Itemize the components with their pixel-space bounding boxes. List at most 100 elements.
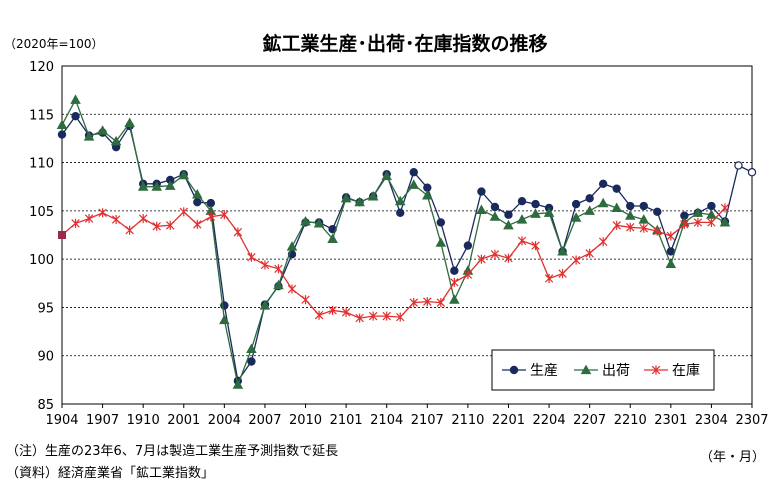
- data-point: [450, 277, 459, 287]
- data-point: [585, 194, 594, 203]
- data-point: [408, 179, 420, 189]
- data-point: [423, 297, 432, 307]
- series-layer: [56, 94, 757, 389]
- data-point: [571, 199, 581, 209]
- data-point: [666, 231, 676, 241]
- data-point: [274, 264, 283, 274]
- data-point: [490, 202, 500, 212]
- data-point: [450, 266, 459, 275]
- y-tick-label: 100: [29, 253, 54, 268]
- x-unit-label: （年・月）: [700, 450, 766, 465]
- x-tick-label: 2210: [614, 413, 647, 428]
- data-point: [327, 233, 338, 243]
- series-line: [61, 115, 726, 383]
- x-tick-label: 2004: [208, 413, 241, 428]
- x-tick-label: 1910: [127, 413, 160, 428]
- data-point: [531, 241, 540, 251]
- data-point: [570, 212, 582, 222]
- data-point: [490, 249, 500, 259]
- legend: 生産 出荷 在庫: [491, 349, 715, 391]
- data-point: [71, 112, 80, 121]
- data-point: [260, 260, 270, 270]
- data-point: [477, 254, 486, 264]
- data-point: [111, 214, 121, 225]
- data-point: [503, 219, 514, 230]
- data-point: [530, 208, 541, 218]
- data-point: [396, 312, 405, 322]
- x-tick-label: 2001: [167, 413, 200, 428]
- legend-label: 出荷: [602, 363, 630, 379]
- data-point: [219, 314, 230, 325]
- data-point: [612, 184, 621, 193]
- y-tick-label: 110: [29, 157, 54, 172]
- data-point: [707, 201, 716, 211]
- data-point: [354, 196, 365, 207]
- data-point: [193, 197, 202, 207]
- data-point: [179, 207, 188, 217]
- x-tick-label: 2110: [451, 413, 484, 428]
- y-tick-label: 120: [29, 60, 54, 75]
- data-point: [435, 237, 447, 247]
- data-point: [543, 207, 555, 217]
- x-tick-label: 2201: [492, 413, 525, 428]
- source-note: （資料）経済産業省「鉱工業指数」: [6, 466, 215, 481]
- series-line: [61, 207, 726, 319]
- x-tick-label: 2204: [533, 413, 566, 428]
- data-point: [301, 295, 310, 305]
- x-tick-label: 2101: [330, 413, 363, 428]
- data-point: [531, 199, 540, 209]
- data-point: [396, 208, 405, 217]
- y-tick-label: 115: [29, 108, 54, 123]
- data-point: [341, 307, 351, 317]
- x-tick-label: 2007: [248, 413, 281, 428]
- data-point: [626, 201, 635, 211]
- data-point: [232, 379, 244, 389]
- data-point: [666, 247, 676, 256]
- data-point: [409, 298, 418, 308]
- data-point: [653, 226, 662, 236]
- data-point: [463, 241, 473, 250]
- y-tick-label: 105: [29, 205, 54, 220]
- data-point: [367, 190, 379, 201]
- data-point: [719, 217, 731, 227]
- data-point: [124, 117, 135, 128]
- data-point: [624, 210, 636, 220]
- x-tick-label: 1904: [45, 413, 78, 428]
- data-point: [259, 300, 271, 310]
- data-point: [463, 270, 473, 280]
- y-tick-label: 95: [37, 301, 54, 316]
- data-point: [98, 208, 107, 218]
- data-point: [340, 192, 352, 203]
- legend-label: 生産: [530, 363, 558, 379]
- data-point: [734, 161, 743, 170]
- data-point: [233, 227, 243, 237]
- series-出荷: [56, 94, 731, 389]
- data-point: [476, 204, 487, 214]
- data-point: [665, 258, 677, 269]
- data-point: [639, 223, 648, 233]
- data-point: [436, 218, 446, 227]
- data-point: [517, 196, 527, 206]
- data-point: [747, 168, 757, 177]
- data-point: [328, 305, 337, 315]
- data-point: [300, 216, 311, 226]
- data-point: [57, 130, 67, 139]
- data-point: [611, 202, 622, 213]
- data-point: [489, 211, 501, 221]
- x-axis-ticks: 1904 1907 1910 2001 2004 2007 2010 2101 2104 2107…: [45, 404, 769, 428]
- data-point: [558, 269, 567, 279]
- data-point: [355, 313, 364, 323]
- data-point: [585, 248, 594, 258]
- data-point: [584, 205, 595, 215]
- data-point: [70, 94, 81, 104]
- data-point: [152, 221, 161, 231]
- data-point: [58, 231, 66, 239]
- y-tick-label: 85: [37, 398, 54, 413]
- data-point: [151, 181, 162, 191]
- data-point: [394, 195, 406, 206]
- data-point: [449, 294, 460, 304]
- data-point: [192, 189, 203, 199]
- data-point: [84, 214, 94, 224]
- x-tick-label: 2207: [573, 413, 606, 428]
